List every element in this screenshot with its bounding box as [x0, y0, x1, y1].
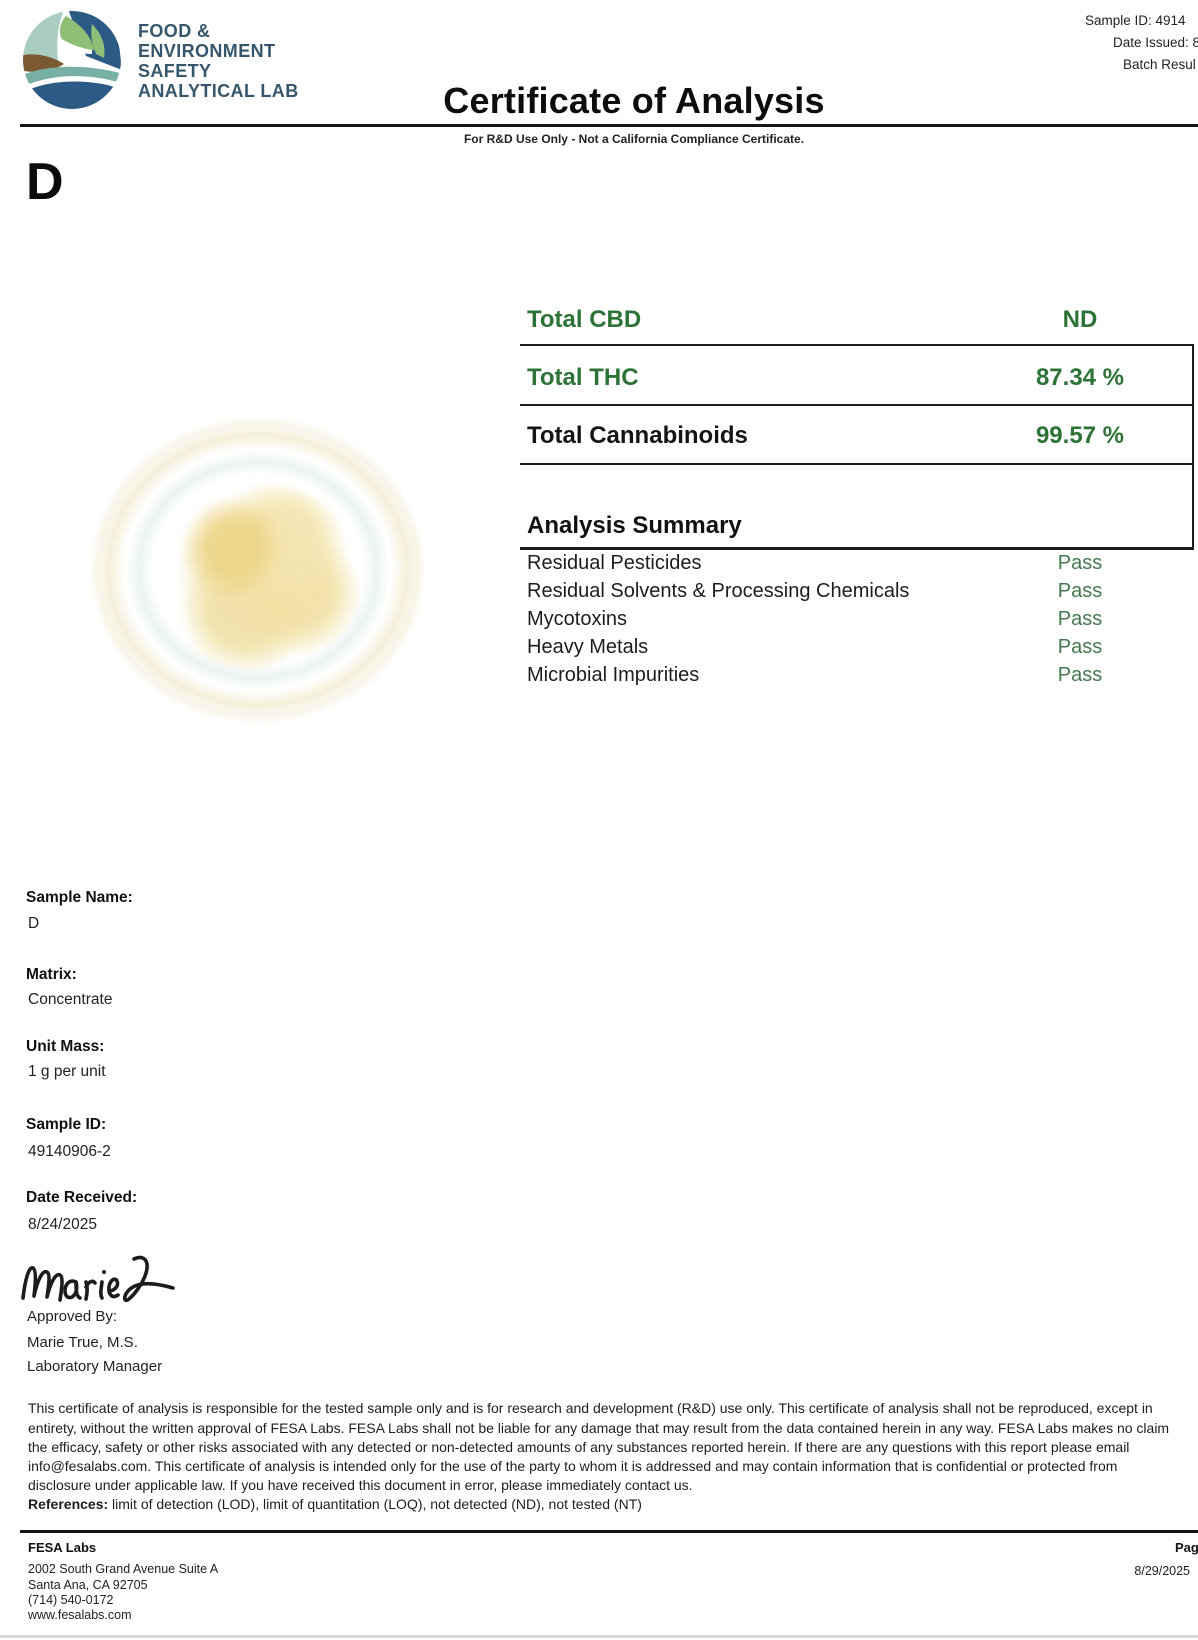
total-cbd-label: Total CBD [527, 306, 642, 333]
approved-by-label: Approved By: [27, 1308, 118, 1325]
total-thc-label: Total THC [527, 364, 639, 391]
row-divider [520, 463, 1194, 465]
footer-page-label: Pag [1175, 1540, 1198, 1555]
analysis-row-label: Residual Pesticides [527, 552, 702, 574]
page-bottom-band [0, 1635, 1198, 1638]
meta-date-issued: Date Issued: 8 [1113, 35, 1198, 50]
sample-name-label: Sample Name: [26, 889, 133, 906]
document-title: Certificate of Analysis [443, 80, 825, 121]
footer-divider [20, 1530, 1198, 1533]
footer-company: FESA Labs [28, 1540, 97, 1555]
total-thc-value: 87.34 % [1035, 364, 1125, 391]
footer-phone: (714) 540-0172 [28, 1593, 114, 1607]
approver-title: Laboratory Manager [27, 1358, 163, 1375]
lab-name-line: FOOD & [138, 21, 211, 41]
concentrate-crystals [163, 484, 363, 669]
analysis-summary-title: Analysis Summary [527, 512, 742, 539]
table-right-border [1192, 344, 1194, 550]
references-line: References: limit of detection (LOD), li… [28, 1496, 642, 1512]
disclaimer-line: entirety, without the written approval o… [28, 1420, 1170, 1436]
petri-dish-rim [94, 420, 422, 720]
disclaimer-line: the efficacy, safety or other risks asso… [28, 1439, 1130, 1455]
unit-mass-value: 1 g per unit [28, 1063, 106, 1080]
document-subtitle: For R&D Use Only - Not a California Comp… [463, 132, 805, 146]
disclaimer-line: info@fesalabs.com. This certificate of a… [28, 1458, 1118, 1474]
lab-name-line: SAFETY [138, 61, 212, 81]
references-label: References: [28, 1496, 109, 1512]
lab-name-line: ANALYTICAL LAB [138, 81, 299, 101]
unit-mass-label: Unit Mass: [26, 1038, 105, 1055]
sample-heading: D [26, 153, 64, 211]
analysis-row-result: Pass [1057, 552, 1103, 574]
header-divider [20, 124, 1198, 127]
signature-image [21, 1255, 175, 1303]
sample-id-value: 49140906-2 [28, 1143, 111, 1160]
footer-website: www.fesalabs.com [28, 1608, 132, 1622]
lab-name-line: ENVIRONMENT [138, 41, 276, 61]
lab-name: FOOD & ENVIRONMENT SAFETY ANALYTICAL LAB [138, 21, 299, 101]
total-cannabinoids-value: 99.57 % [1035, 422, 1125, 449]
disclaimer-line: This certificate of analysis is responsi… [28, 1400, 1153, 1416]
analysis-summary-divider [520, 547, 1194, 550]
row-divider [520, 344, 1194, 346]
analysis-row-result: Pass [1057, 608, 1103, 630]
references-text: limit of detection (LOD), limit of quant… [108, 1496, 642, 1512]
total-cannabinoids-label: Total Cannabinoids [527, 422, 748, 449]
approver-name: Marie True, M.S. [27, 1334, 138, 1351]
sample-id-label: Sample ID: [26, 1116, 107, 1133]
matrix-value: Concentrate [28, 991, 113, 1008]
footer-address-line: Santa Ana, CA 92705 [28, 1578, 148, 1592]
sample-name-value: D [28, 915, 40, 932]
meta-sample-id: Sample ID: 4914 [1085, 13, 1186, 28]
analysis-row-label: Heavy Metals [527, 636, 649, 658]
analysis-row-label: Microbial Impurities [527, 664, 700, 686]
disclaimer-line: disclosure under applicable law. If you … [28, 1477, 693, 1493]
footer-address-line: 2002 South Grand Avenue Suite A [28, 1562, 219, 1576]
footer-date: 8/29/2025 [1134, 1564, 1190, 1578]
analysis-row-result: Pass [1057, 636, 1103, 658]
row-divider [520, 404, 1194, 406]
matrix-label: Matrix: [26, 966, 77, 983]
meta-batch: Batch Resul [1123, 57, 1196, 72]
analysis-row-label: Residual Solvents & Processing Chemicals [527, 580, 910, 602]
date-received-label: Date Received: [26, 1189, 138, 1206]
analysis-row-result: Pass [1057, 580, 1103, 602]
total-cbd-value: ND [1062, 306, 1098, 333]
sample-photo [88, 416, 428, 724]
date-received-value: 8/24/2025 [28, 1216, 97, 1233]
lab-logo-icon [23, 11, 121, 109]
analysis-row-result: Pass [1057, 664, 1103, 686]
analysis-row-label: Mycotoxins [527, 608, 628, 630]
